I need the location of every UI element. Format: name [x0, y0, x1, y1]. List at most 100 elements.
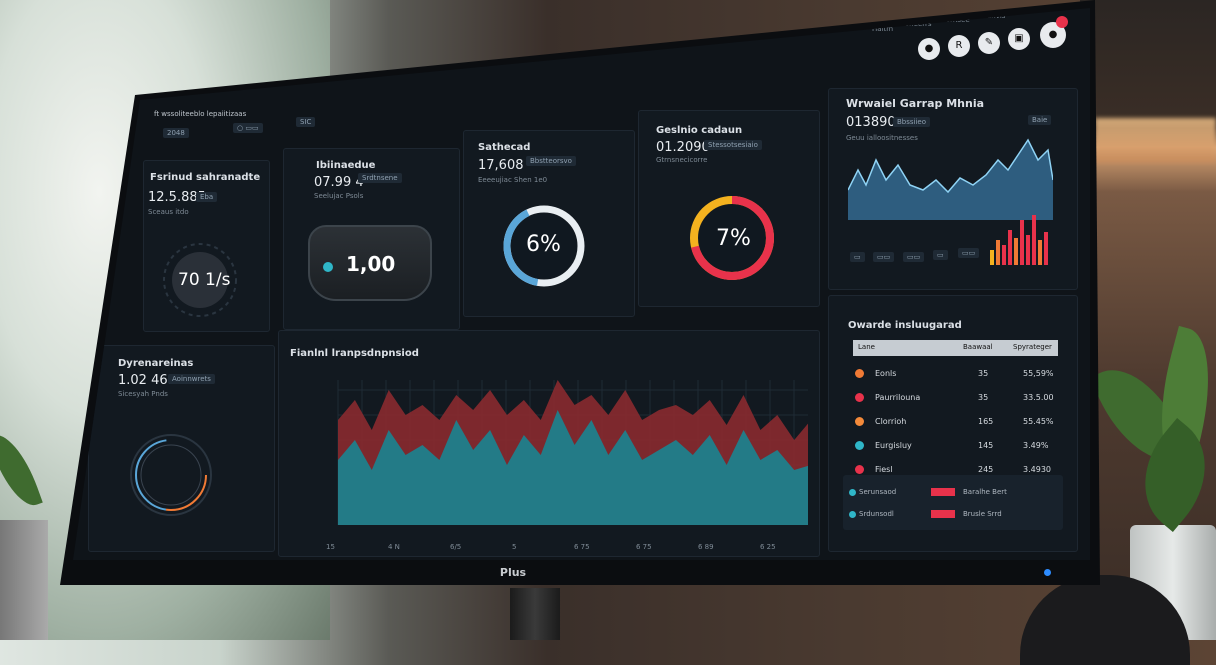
shelf-light	[1095, 118, 1216, 163]
row-color-dot	[855, 441, 864, 450]
card-title: Sathecad	[478, 142, 531, 153]
area-chart	[337, 380, 808, 525]
table-legend: Serunsaod Baralhe Bert Srdunsodl Brusle …	[843, 475, 1063, 530]
filter-button[interactable]: 2048	[163, 128, 189, 138]
row-percent: 3.49%	[1023, 441, 1049, 450]
x-tick-label: 6 89	[698, 543, 714, 551]
card-value: 1.02 469	[118, 373, 176, 388]
card-title: Wrwaiel Garrap Mhnia	[846, 97, 985, 110]
table-row[interactable]: Eurgisluy 145 3.49%	[853, 437, 1058, 455]
area-chart-title: Fianlnl lranpsdnpnsiod	[290, 348, 419, 359]
card-title: Ibiinaedue	[316, 160, 376, 171]
table-header: Lane Baawaal Spyrateger	[853, 340, 1058, 356]
legend-label: Srdunsodl	[859, 510, 894, 518]
card-value: 17,608	[478, 158, 524, 173]
window-icon[interactable]: ▣	[1008, 28, 1030, 50]
dashboard-screen: Haltm Coneerrs Cornsee Pranvis Pronssins…	[73, 8, 1090, 560]
card-sub: Sicesyah Pnds	[118, 390, 168, 398]
gauge-value: 70 1/s	[178, 270, 231, 290]
toolbar-button[interactable]: ▭▭	[903, 252, 925, 262]
mini-toolbar[interactable]: ▭ ▭▭ ▭▭ ▭ ▭▭	[848, 240, 988, 268]
nav-item[interactable]: Haltm	[872, 25, 894, 33]
area-series-teal	[338, 410, 808, 525]
card-chip: Eba	[196, 192, 218, 202]
card-value: 01.2090	[656, 140, 710, 155]
card-chip: Bbssiieo	[893, 117, 931, 127]
x-tick-label: 4 N	[388, 543, 400, 551]
row-color-dot	[855, 417, 864, 426]
row-percent: 33.5.00	[1023, 393, 1054, 402]
x-tick-label: 5	[512, 543, 517, 551]
date-button[interactable]: ○ ▭▭	[233, 123, 263, 133]
legend-desc: Baralhe Bert	[963, 488, 1007, 496]
mountain-chart	[848, 138, 1053, 220]
x-tick-label: 6/5	[450, 543, 462, 551]
card-title: Dyrenareinas	[118, 358, 194, 369]
x-tick-label: 6 75	[636, 543, 652, 551]
row-name: Paurrilouna	[875, 393, 921, 402]
card-title: Fsrinud sahranadte	[150, 172, 261, 183]
card-sub: Eeeeujiac Shen 1e0	[478, 176, 548, 184]
card-sub: Seelujac Psols	[314, 192, 364, 200]
card-sub: Geuu ialloositnesses	[846, 134, 918, 142]
legend-desc: Brusle Srrd	[963, 510, 1002, 518]
toolbar-button[interactable]: ▭	[933, 250, 948, 260]
card-sub: Gtrnsnecicorre	[656, 156, 708, 164]
donut-chart	[690, 196, 774, 280]
card-sub: Sceaus itdo	[148, 208, 189, 216]
donut-value: 6%	[526, 232, 561, 257]
legend-dot	[849, 489, 856, 496]
toolbar-button[interactable]: ▭▭	[958, 248, 980, 258]
card-tag: Baie	[1028, 115, 1052, 125]
monitor-brand: Plus	[499, 566, 527, 579]
donut-value: 7%	[716, 226, 751, 251]
controller-value: 1,00	[346, 252, 396, 276]
profile-icon[interactable]: R	[948, 35, 970, 57]
row-percent: 55.45%	[1023, 417, 1054, 426]
legend-dot	[849, 511, 856, 518]
table-row[interactable]: Paurrilouna 35 33.5.00	[853, 389, 1058, 407]
x-tick-label: 6 75	[574, 543, 590, 551]
row-color-dot	[855, 393, 864, 402]
row-name: Eurgisluy	[875, 441, 912, 450]
mini-bar-chart	[990, 215, 1048, 265]
row-name: Clorrioh	[875, 417, 907, 426]
table-title: Owarde insluugarad	[848, 320, 962, 331]
legend-swatch	[931, 510, 955, 518]
card-title: Geslnio cadaun	[656, 125, 743, 136]
table-row[interactable]: Clorrioh 165 55.45%	[853, 413, 1058, 431]
controller-led	[323, 262, 333, 272]
x-tick-label: 6 25	[760, 543, 776, 551]
ring-gauge	[130, 434, 212, 516]
table-row[interactable]: Fiesl 245 3.4930	[853, 461, 1058, 479]
edit-icon[interactable]: ✎	[978, 32, 1000, 54]
bike-icon[interactable]: ●	[918, 38, 940, 60]
table-row[interactable]: Eonls 35 55,59%	[853, 365, 1058, 383]
card-chip: Stessotsesiaio	[704, 140, 762, 150]
table-header-cell: Baawaal	[963, 343, 993, 351]
card-value: 013890	[846, 115, 896, 130]
legend-label: Serunsaod	[859, 488, 897, 496]
toolbar-button[interactable]: ▭	[850, 252, 865, 262]
toolbar-button[interactable]: ▭▭	[873, 252, 895, 262]
left-plant-pot	[0, 520, 48, 640]
card-chip: Aoinnwrets	[168, 374, 215, 384]
table-header-cell: Spyrateger	[1013, 343, 1052, 351]
row-count: 145	[978, 441, 994, 450]
sic-button[interactable]: SIC	[296, 117, 316, 127]
card-value: 07.99 4	[314, 175, 364, 190]
row-count: 35	[978, 393, 989, 402]
dashboard-title: ft wssoliteeblo lepaiitizaas	[154, 110, 247, 118]
power-led	[1044, 569, 1051, 576]
row-count: 245	[978, 465, 994, 474]
monitor-stand	[510, 588, 560, 640]
row-percent: 55,59%	[1023, 369, 1054, 378]
card-chip: Srdtnsene	[358, 173, 402, 183]
card-value: 12.5.885	[148, 190, 206, 205]
row-percent: 3.4930	[1023, 465, 1051, 474]
legend-swatch	[931, 488, 955, 496]
card-chip: Bbstteorsvo	[526, 156, 576, 166]
donut-chart	[503, 205, 585, 287]
row-name: Fiesl	[875, 465, 893, 474]
gauge-ring	[163, 243, 237, 317]
